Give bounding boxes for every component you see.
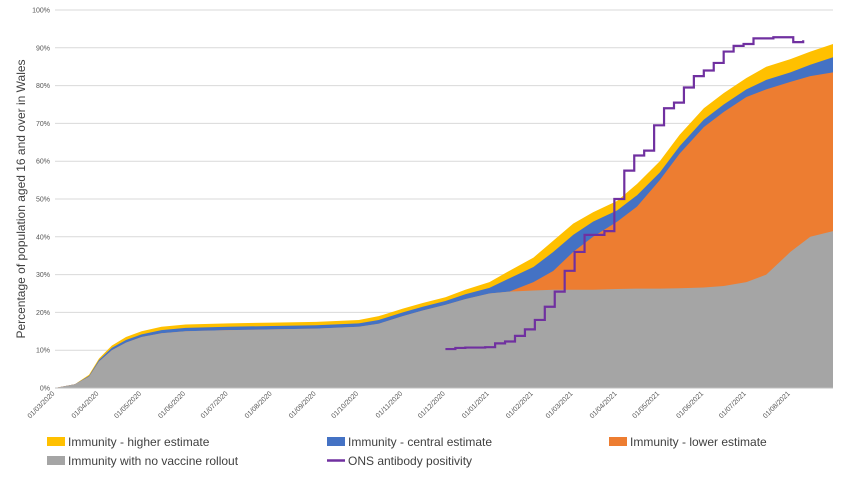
x-tick-label: 01/08/2020 xyxy=(244,390,274,420)
x-tick-label: 01/07/2020 xyxy=(200,390,230,420)
legend-label: Immunity with no vaccine rollout xyxy=(68,454,239,468)
x-tick-label: 01/06/2021 xyxy=(675,390,705,420)
x-tick-label: 01/01/2021 xyxy=(461,390,491,420)
y-tick-label: 30% xyxy=(36,272,50,279)
y-tick-label: 100% xyxy=(32,8,50,15)
area-immunity-with-no-vaccine-rollout xyxy=(55,231,833,388)
legend-swatch xyxy=(47,456,65,465)
area-series xyxy=(55,44,833,389)
y-tick-label: 50% xyxy=(36,197,50,204)
x-tick-label: 01/11/2020 xyxy=(375,390,404,419)
x-tick-label: 01/12/2020 xyxy=(417,390,447,420)
x-tick-label: 01/03/2021 xyxy=(545,390,575,420)
legend-label: Immunity - lower estimate xyxy=(630,435,767,449)
legend-swatch xyxy=(47,437,65,446)
x-tick-label: 01/07/2021 xyxy=(718,390,748,420)
legend-label: ONS antibody positivity xyxy=(348,454,472,468)
y-tick-label: 80% xyxy=(36,83,50,90)
y-tick-label: 60% xyxy=(36,159,50,166)
y-tick-label: 70% xyxy=(36,121,50,128)
legend-item: Immunity with no vaccine rollout xyxy=(47,454,239,468)
legend-swatch xyxy=(327,437,345,446)
legend: Immunity - higher estimate Immunity - cen… xyxy=(47,435,767,468)
legend-item: Immunity - higher estimate xyxy=(47,435,210,449)
x-tick-label: 01/03/2020 xyxy=(27,390,57,420)
x-tick-label: 01/05/2021 xyxy=(631,390,661,420)
x-tick-label: 01/05/2020 xyxy=(113,390,143,420)
y-axis-label: Percentage of population aged 16 and ove… xyxy=(14,59,28,338)
x-tick-label: 01/09/2020 xyxy=(288,390,318,420)
line-series xyxy=(445,36,805,351)
x-tick-label: 01/08/2021 xyxy=(762,390,792,420)
y-tick-label: 40% xyxy=(36,234,50,241)
x-tick-label: 01/04/2020 xyxy=(71,390,101,420)
y-tick-label: 90% xyxy=(36,45,50,52)
legend-label: Immunity - higher estimate xyxy=(68,435,210,449)
legend-item: Immunity - lower estimate xyxy=(609,435,767,449)
x-tick-label: 01/10/2020 xyxy=(331,390,361,420)
y-tick-label: 10% xyxy=(36,348,50,355)
y-tick-label: 20% xyxy=(36,310,50,317)
legend-item: ONS antibody positivity xyxy=(327,454,472,468)
x-tick-label: 01/06/2020 xyxy=(157,390,187,420)
legend-swatch xyxy=(609,437,627,446)
y-tick-label: 0% xyxy=(40,386,50,393)
legend-item: Immunity - central estimate xyxy=(327,435,492,449)
line-ons-antibody-positivity xyxy=(445,36,805,351)
x-tick-label: 01/02/2021 xyxy=(505,390,535,420)
legend-label: Immunity - central estimate xyxy=(348,435,492,449)
x-tick-label: 01/04/2021 xyxy=(589,390,619,420)
